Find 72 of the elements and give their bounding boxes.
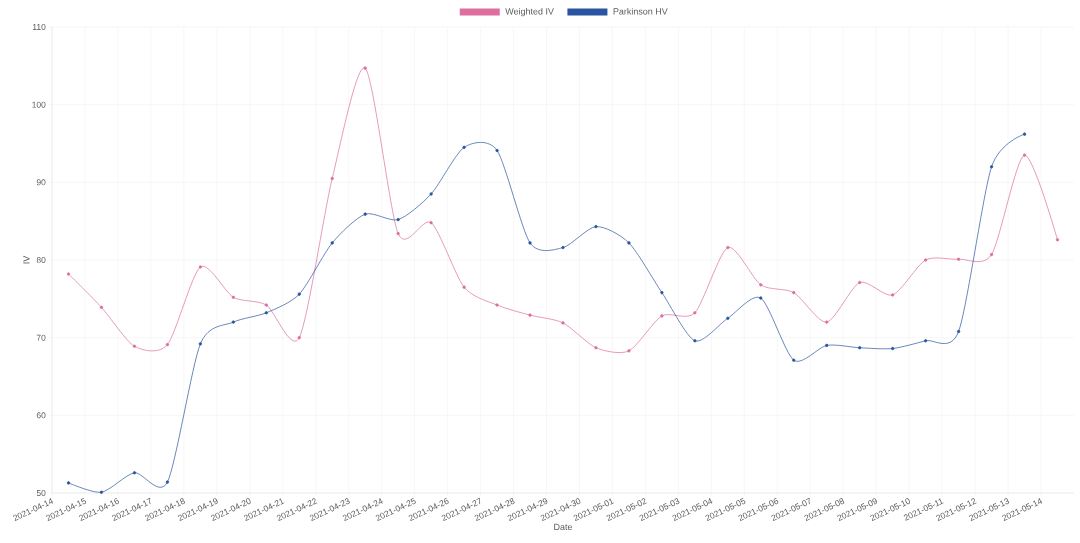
point bbox=[330, 241, 334, 245]
point bbox=[1022, 153, 1027, 157]
point bbox=[396, 231, 400, 236]
point bbox=[989, 165, 994, 169]
y-axis-title: IV bbox=[23, 255, 30, 264]
point bbox=[792, 358, 796, 362]
point bbox=[891, 293, 895, 297]
point bbox=[462, 145, 466, 150]
point bbox=[759, 296, 763, 300]
point bbox=[858, 346, 862, 350]
point bbox=[363, 66, 367, 70]
point bbox=[132, 344, 137, 348]
point bbox=[956, 257, 961, 261]
point bbox=[231, 295, 235, 299]
point bbox=[726, 316, 730, 320]
y-tick-label: 50 bbox=[36, 489, 46, 496]
point bbox=[561, 321, 565, 325]
point bbox=[66, 481, 71, 485]
point bbox=[726, 245, 730, 250]
y-tick-label: 110 bbox=[32, 24, 46, 30]
point bbox=[99, 490, 104, 494]
point bbox=[627, 241, 631, 245]
point bbox=[528, 241, 532, 245]
point bbox=[198, 342, 203, 346]
point bbox=[561, 245, 565, 250]
point bbox=[1022, 132, 1027, 136]
point bbox=[627, 349, 631, 353]
legend-label: Parkinson HV bbox=[613, 7, 668, 15]
point bbox=[594, 224, 598, 229]
point bbox=[66, 272, 71, 276]
point bbox=[825, 343, 829, 348]
x-axis-title: Date bbox=[554, 523, 573, 531]
point bbox=[165, 480, 170, 484]
legend-label: Weighted IV bbox=[505, 7, 554, 17]
point bbox=[660, 290, 664, 295]
point bbox=[825, 320, 829, 324]
point bbox=[989, 252, 994, 257]
point bbox=[759, 283, 763, 287]
point bbox=[264, 303, 268, 307]
point bbox=[363, 212, 367, 216]
y-tick-label: 90 bbox=[36, 179, 46, 186]
point bbox=[99, 305, 104, 310]
point bbox=[660, 314, 664, 318]
y-tick-label: 60 bbox=[36, 412, 46, 419]
point bbox=[198, 265, 203, 269]
point bbox=[693, 339, 697, 343]
point bbox=[495, 148, 499, 153]
point bbox=[1055, 238, 1060, 242]
point bbox=[495, 303, 499, 307]
y-tick-label: 100 bbox=[32, 101, 46, 108]
point bbox=[429, 221, 433, 225]
y-tick-label: 80 bbox=[36, 257, 46, 263]
point bbox=[792, 290, 796, 295]
point bbox=[297, 336, 301, 340]
point bbox=[264, 311, 268, 315]
point bbox=[891, 346, 895, 351]
point bbox=[956, 329, 961, 334]
point bbox=[297, 292, 301, 296]
point bbox=[429, 192, 433, 196]
point bbox=[528, 313, 532, 317]
point bbox=[396, 217, 400, 222]
point bbox=[858, 280, 862, 285]
y-tick-label: 70 bbox=[36, 334, 46, 341]
point bbox=[594, 346, 598, 350]
point bbox=[132, 471, 137, 475]
point bbox=[330, 176, 334, 181]
point bbox=[923, 339, 928, 343]
point bbox=[693, 311, 697, 315]
point bbox=[923, 258, 928, 262]
point bbox=[462, 285, 466, 289]
point bbox=[231, 320, 235, 324]
point bbox=[165, 342, 170, 347]
